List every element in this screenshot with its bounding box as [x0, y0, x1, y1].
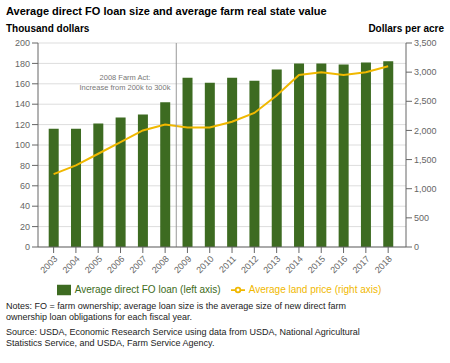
- html-text:Average direct FO loan (left a: Average direct FO loan (left axis): [74, 283, 221, 295]
- svg-text:500: 500: [414, 213, 429, 223]
- svg-text:2008 Farm Act:Increase from 20: 2008 Farm Act:Increase from 200k to 300k: [80, 73, 171, 92]
- svg-text:2016: 2016: [328, 254, 349, 275]
- svg-text:2004: 2004: [61, 254, 82, 275]
- html-text:Thousand dollars: Thousand dollars: [6, 23, 90, 34]
- svg-text:2009: 2009: [172, 254, 193, 275]
- svg-text:2010: 2010: [194, 254, 215, 275]
- svg-text:200: 200: [15, 38, 30, 48]
- svg-text:0: 0: [25, 242, 30, 252]
- svg-text:40: 40: [20, 201, 30, 211]
- svg-text:120: 120: [15, 120, 30, 130]
- svg-text:2011: 2011: [217, 254, 238, 275]
- svg-text:80: 80: [20, 161, 30, 171]
- svg-text:1,500: 1,500: [414, 155, 437, 165]
- svg-text:2,500: 2,500: [414, 96, 437, 106]
- svg-text:2005: 2005: [83, 254, 104, 275]
- svg-text:180: 180: [15, 59, 30, 69]
- svg-text:140: 140: [15, 99, 30, 109]
- svg-text:3,500: 3,500: [414, 38, 437, 48]
- svg-text:2006: 2006: [105, 254, 126, 275]
- svg-text:100: 100: [15, 140, 30, 150]
- svg-text:20: 20: [20, 222, 30, 232]
- html-text:Source: USDA, Economic Researc: Source: USDA, Economic Research Service …: [6, 327, 360, 337]
- svg-text:3,000: 3,000: [414, 67, 437, 77]
- html-text:Dollars per acre: Dollars per acre: [368, 23, 444, 34]
- svg-text:2017: 2017: [351, 254, 372, 275]
- html-text:Average direct FO loan size an: Average direct FO loan size and average …: [6, 5, 327, 17]
- html-text:ownership loan obligations for: ownership loan obligations for each fisc…: [6, 312, 193, 322]
- svg-text:2015: 2015: [306, 254, 327, 275]
- html-text:Notes: FO = farm ownership; av: Notes: FO = farm ownership; average loan…: [6, 301, 346, 311]
- svg-text:1,000: 1,000: [414, 184, 437, 194]
- svg-text:2018: 2018: [373, 254, 394, 275]
- svg-text:0: 0: [414, 242, 419, 252]
- svg-text:160: 160: [15, 79, 30, 89]
- svg-text:60: 60: [20, 181, 30, 191]
- svg-text:2008: 2008: [150, 254, 171, 275]
- html-text:Statistics Service, and USDA,: Statistics Service, and USDA, Farm Servi…: [6, 338, 215, 348]
- html-text:Average land price (right axis: Average land price (right axis): [248, 283, 382, 295]
- svg-text:2003: 2003: [38, 254, 59, 275]
- svg-text:2007: 2007: [128, 254, 149, 275]
- svg-text:2013: 2013: [261, 254, 282, 275]
- svg-text:2012: 2012: [239, 254, 260, 275]
- svg-text:2,000: 2,000: [414, 126, 437, 136]
- svg-text:2014: 2014: [284, 254, 305, 275]
